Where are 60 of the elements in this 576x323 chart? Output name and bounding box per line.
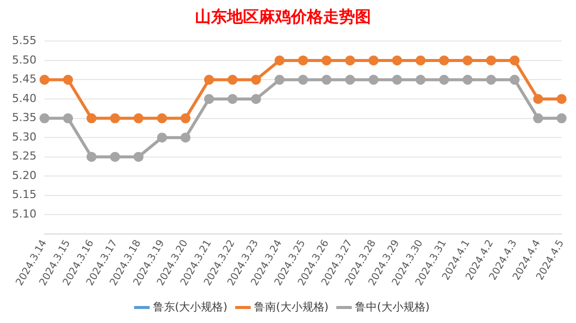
point — [86, 113, 97, 124]
point — [345, 74, 356, 85]
point — [510, 74, 520, 85]
point — [486, 74, 496, 85]
point — [274, 55, 285, 66]
y-tick-label: 5.40 — [12, 92, 36, 105]
point — [204, 94, 214, 104]
y-tick-label: 5.20 — [12, 168, 36, 182]
point — [180, 113, 191, 124]
point — [416, 74, 426, 85]
point — [392, 55, 402, 66]
point — [63, 113, 73, 124]
point — [416, 55, 426, 66]
point — [462, 74, 473, 85]
point — [368, 55, 379, 66]
point — [345, 55, 356, 66]
point — [251, 94, 262, 104]
point — [392, 74, 402, 85]
point — [274, 74, 285, 85]
chart-title: 山东地区麻鸡价格走势图 — [195, 6, 371, 26]
point — [510, 55, 520, 66]
point — [298, 74, 308, 85]
point — [204, 74, 214, 85]
point — [322, 74, 332, 85]
point — [439, 74, 450, 85]
y-tick-label: 5.10 — [12, 208, 36, 221]
point — [556, 113, 567, 124]
point — [110, 113, 120, 124]
point — [251, 74, 262, 85]
point — [298, 55, 308, 66]
y-tick-label: 5.25 — [12, 150, 36, 163]
legend-label: 鲁中(大小规格) — [355, 300, 430, 314]
y-tick-label: 5.35 — [12, 111, 36, 124]
point — [556, 94, 567, 104]
point — [63, 74, 73, 85]
y-tick-label: 5.15 — [12, 188, 36, 202]
point — [39, 74, 50, 85]
point — [157, 113, 168, 124]
point — [462, 55, 473, 66]
point — [134, 113, 144, 124]
point — [86, 152, 97, 162]
y-tick-label: 5.55 — [12, 34, 36, 48]
legend-label: 鲁东(大小规格) — [152, 300, 228, 314]
point — [439, 55, 450, 66]
point — [39, 113, 50, 124]
point — [110, 152, 120, 162]
y-tick-label: 5.45 — [12, 72, 36, 86]
point — [134, 152, 144, 162]
y-tick-label: 5.30 — [12, 130, 36, 144]
y-tick-label: 5.50 — [12, 53, 36, 66]
point — [157, 132, 168, 143]
legend-label: 鲁南(大小规格) — [254, 300, 329, 314]
point — [322, 55, 332, 66]
point — [533, 113, 544, 124]
point — [180, 132, 191, 143]
point — [368, 74, 379, 85]
point — [533, 94, 544, 104]
point — [228, 94, 238, 104]
point — [228, 74, 238, 85]
point — [486, 55, 496, 66]
